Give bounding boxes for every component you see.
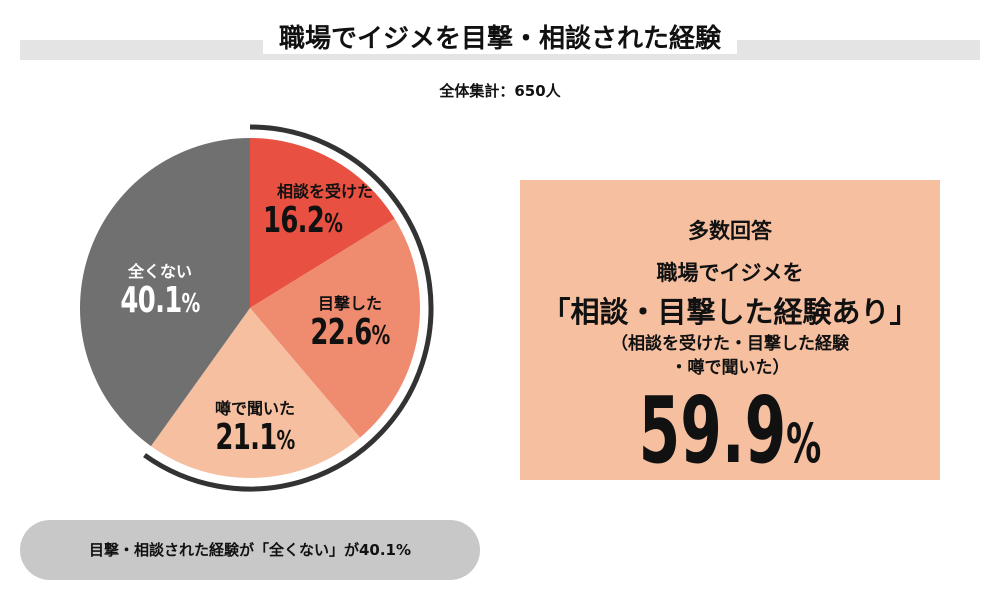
total-label: 全体集計：650人 bbox=[439, 82, 561, 100]
slice-label-text: 全くない bbox=[127, 262, 192, 281]
slice-value: 21.1% bbox=[215, 417, 295, 458]
summary-value: 59.9% bbox=[638, 377, 822, 484]
slice-label-rumor: 噂で聞いた 21.1% bbox=[195, 395, 315, 460]
slice-label-witnessed: 目撃した 22.6% bbox=[290, 290, 410, 355]
summary-line: 職場でイジメを bbox=[656, 261, 804, 285]
pie-slice-1 bbox=[250, 218, 421, 438]
summary-detail: ・噂で聞いた） bbox=[670, 358, 790, 378]
slice-label-text: 噂で聞いた bbox=[214, 399, 295, 418]
summary-emphasis: 「相談・目撃した経験あり」 bbox=[541, 295, 919, 329]
summary-heading: 多数回答 bbox=[688, 219, 772, 243]
highlight-arc bbox=[143, 124, 434, 492]
slice-label-text: 相談を受けた bbox=[276, 182, 373, 201]
slice-label-consulted: 相談を受けた 16.2% bbox=[255, 178, 395, 243]
chart-title-text: 職場でイジメを目撃・相談された経験 bbox=[262, 24, 737, 54]
slice-value: 22.6% bbox=[310, 312, 390, 353]
slice-value: 40.1% bbox=[120, 280, 200, 321]
slice-label-text: 目撃した bbox=[317, 294, 382, 313]
slice-value: 16.2% bbox=[263, 200, 343, 241]
pie-slice-3 bbox=[79, 138, 250, 447]
slice-label-none: 全くない 40.1% bbox=[100, 258, 220, 323]
summary-detail: （相談を受けた・目撃した経験 bbox=[611, 334, 849, 354]
pie-slice-0 bbox=[250, 138, 395, 308]
chart-title: 職場でイジメを目撃・相談された経験 bbox=[0, 18, 1000, 55]
pie-chart bbox=[79, 124, 434, 492]
summary-box: 多数回答 職場でイジメを 「相談・目撃した経験あり」 （相談を受けた・目撃した経… bbox=[520, 180, 940, 481]
pie-slice-2 bbox=[150, 308, 360, 479]
note-pill: 目撃・相談された経験が「全くない」が40.1% bbox=[20, 520, 480, 580]
